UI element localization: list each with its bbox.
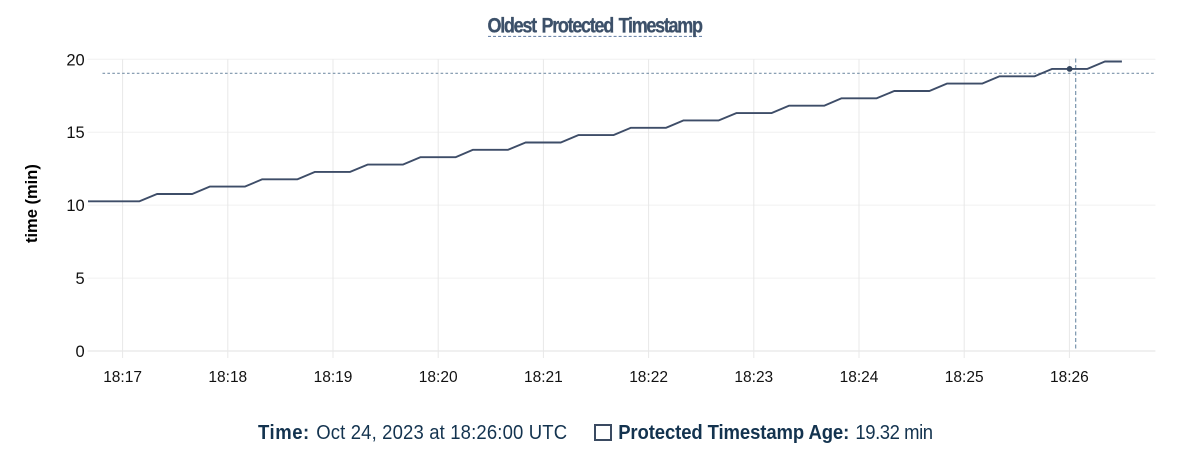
svg-text:18:18: 18:18 [208, 369, 247, 386]
svg-text:18:23: 18:23 [734, 369, 773, 386]
svg-text:18:25: 18:25 [945, 369, 984, 386]
svg-text:18:24: 18:24 [840, 369, 879, 386]
svg-text:10: 10 [66, 197, 84, 215]
svg-text:0: 0 [76, 343, 85, 361]
svg-text:18:19: 18:19 [314, 369, 353, 386]
svg-text:18:21: 18:21 [524, 369, 563, 386]
svg-text:18:17: 18:17 [103, 369, 142, 386]
svg-text:20: 20 [66, 51, 84, 69]
svg-text:15: 15 [66, 124, 84, 142]
svg-text:5: 5 [76, 270, 85, 288]
svg-text:18:20: 18:20 [419, 369, 458, 386]
svg-text:18:26: 18:26 [1050, 369, 1089, 386]
svg-text:18:22: 18:22 [629, 369, 668, 386]
svg-text:time (min): time (min) [23, 164, 41, 243]
